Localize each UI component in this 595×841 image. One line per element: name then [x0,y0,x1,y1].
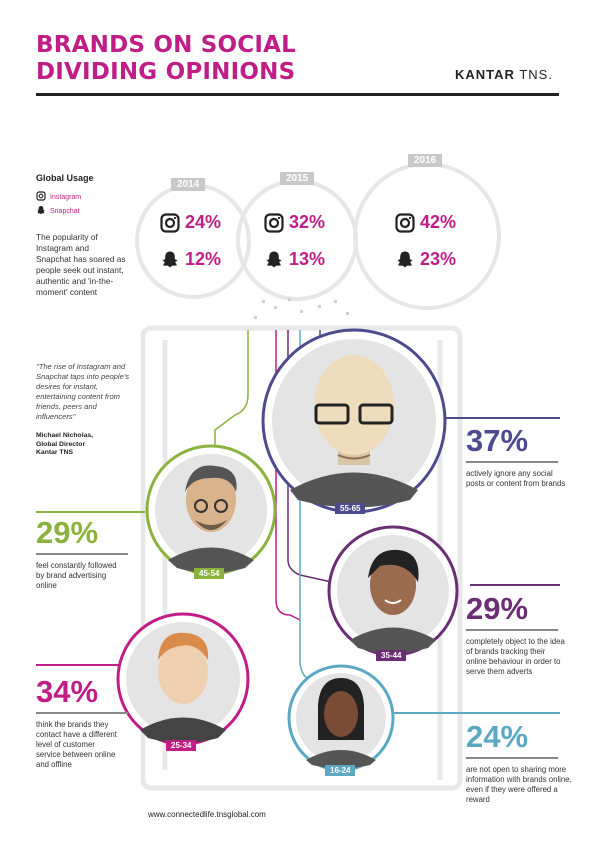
instagram-icon [395,212,415,233]
age-badge-35-44: 35-44 [376,650,407,661]
stat-value: 29% [466,591,529,626]
quote-author: Michael Nicholas, Global Director Kantar… [36,432,94,456]
portrait-16-24 [287,664,395,772]
instagram-icon [160,212,180,233]
instagram-icon [36,191,46,203]
stat-35-44: 29% completely object to the idea of bra… [466,593,566,677]
quote-text: "The rise of Instagram and Snapchat taps… [36,362,130,421]
year-label-2014: 2014 [171,174,206,192]
age-badge-16-24: 16-24 [325,765,356,776]
legend-instagram: Instagram [36,191,81,203]
portrait-55-65 [261,328,447,514]
kantar-logo: KANTAR TNS. [455,67,553,82]
stat-45-54: 29% feel constantly followed by brand ad… [36,517,146,591]
stat-description: are not open to sharing more information… [466,764,572,804]
year-label-2016: 2016 [408,150,443,168]
age-badge-25-34: 25-34 [166,740,197,751]
stat-value: 24% [466,719,529,754]
stat-value: 34% [36,674,99,709]
age-badge-55-65: 55-65 [335,503,366,514]
title-line-2: DIVIDING OPINIONS [36,59,296,85]
snapchat-icon [266,251,282,267]
stat-55-65: 37% actively ignore any social posts or … [466,425,566,489]
instagram-icon [264,212,284,233]
stat-value: 37% [466,423,529,458]
stat-description: feel constantly followed by brand advert… [36,560,117,590]
usage-2014-snapchat: 12% [160,249,221,270]
snapchat-icon [36,205,46,217]
stat-25-34: 34% think the brands they contact have a… [36,676,136,770]
year-label-2015: 2015 [280,168,315,186]
legend-snapchat-label: Snapchat [50,207,80,215]
usage-2016-instagram: 42% [395,212,456,233]
stat-description: think the brands they contact have a dif… [36,719,117,769]
footer-url[interactable]: www.connectedlife.tnsglobal.com [148,810,266,819]
stat-description: actively ignore any social posts or cont… [466,468,566,488]
stat-16-24: 24% are not open to sharing more informa… [466,721,576,805]
page-title: BRANDS ON SOCIAL DIVIDING OPINIONS [36,32,296,86]
stat-description: completely object to the idea of brands … [466,636,565,676]
portrait-25-34 [116,612,250,746]
logo-bold: KANTAR [455,67,515,82]
usage-2015-snapchat: 13% [264,249,325,270]
legend-instagram-label: Instagram [50,193,82,201]
snapchat-icon [162,251,178,267]
age-badge-45-54: 45-54 [194,568,225,579]
portrait-35-44 [327,525,459,657]
usage-2015-instagram: 32% [264,212,325,233]
global-usage-title: Global Usage [36,173,94,183]
title-line-1: BRANDS ON SOCIAL [36,32,296,58]
usage-2016-snapchat: 23% [395,249,456,270]
usage-2014-instagram: 24% [160,212,221,233]
portrait-45-54 [145,444,277,576]
global-usage-intro: The popularity of Instagram and Snapchat… [36,232,126,297]
snapchat-icon [397,251,413,267]
logo-light: TNS. [519,67,553,82]
legend-snapchat: Snapchat [36,205,80,217]
header-divider [36,93,559,96]
stat-value: 29% [36,515,99,550]
